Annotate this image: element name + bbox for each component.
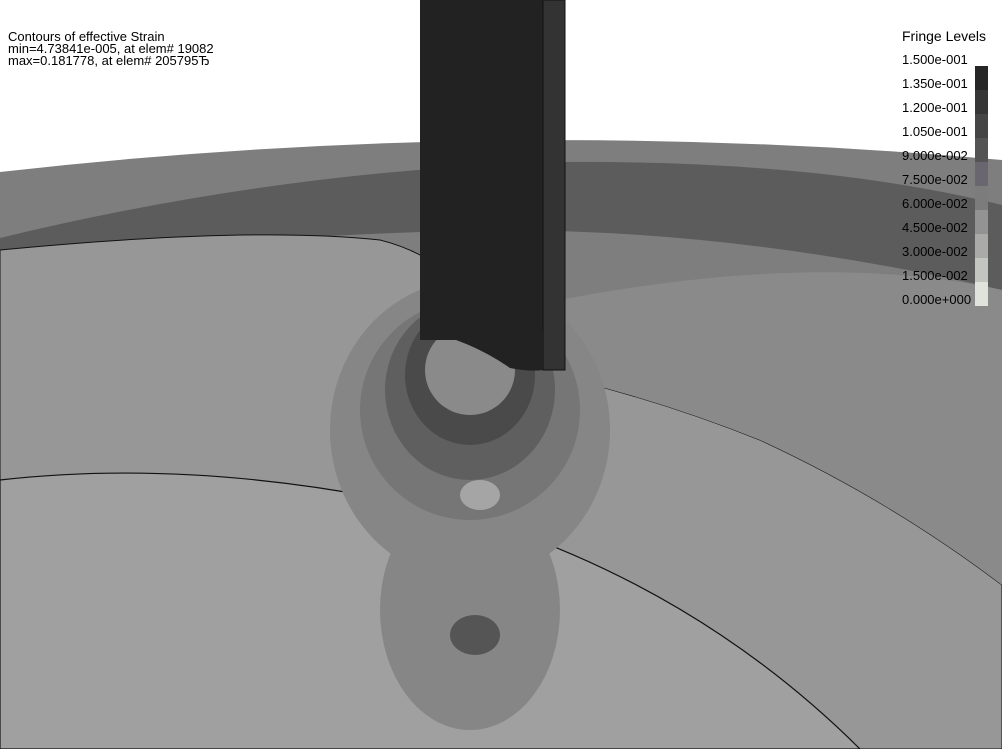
legend-label: 1.050e-001 <box>902 124 968 139</box>
legend-swatch <box>975 282 988 306</box>
contour <box>450 615 500 655</box>
legend-label: 0.000e+000 <box>902 292 972 307</box>
legend-swatch <box>975 210 988 234</box>
legend-label: 4.500e-002 <box>902 220 968 235</box>
legend-label: 1.350e-001 <box>902 76 968 91</box>
legend-swatch <box>975 186 988 210</box>
legend-swatch <box>975 114 988 138</box>
punch-side <box>542 0 566 371</box>
contour <box>460 480 500 510</box>
legend-label: 9.000e-002 <box>902 148 968 163</box>
legend-swatch <box>975 162 988 186</box>
surface-right <box>520 272 1002 585</box>
legend-swatch <box>975 258 988 282</box>
legend-label: 3.000e-002 <box>902 244 968 259</box>
legend-title: Fringe Levels <box>902 28 987 44</box>
legend-label: 1.500e-001 <box>902 52 968 67</box>
legend-swatch <box>975 90 988 114</box>
punch <box>420 0 543 340</box>
header-min: min=4.73841e-005, at elem# 19082 <box>8 41 214 56</box>
legend-swatch <box>975 234 988 258</box>
punch-foot <box>420 330 543 371</box>
contour <box>380 490 560 730</box>
legend-swatch <box>975 138 988 162</box>
legend-label: 1.200e-001 <box>902 100 968 115</box>
header-max: max=0.181778, at elem# 205795Ђ <box>8 53 210 68</box>
legend-swatch <box>975 66 988 90</box>
legend-label: 6.000e-002 <box>902 196 968 211</box>
legend-label: 1.500e-002 <box>902 268 968 283</box>
legend-label: 7.500e-002 <box>902 172 968 187</box>
header-title: Contours of effective Strain <box>8 29 165 44</box>
